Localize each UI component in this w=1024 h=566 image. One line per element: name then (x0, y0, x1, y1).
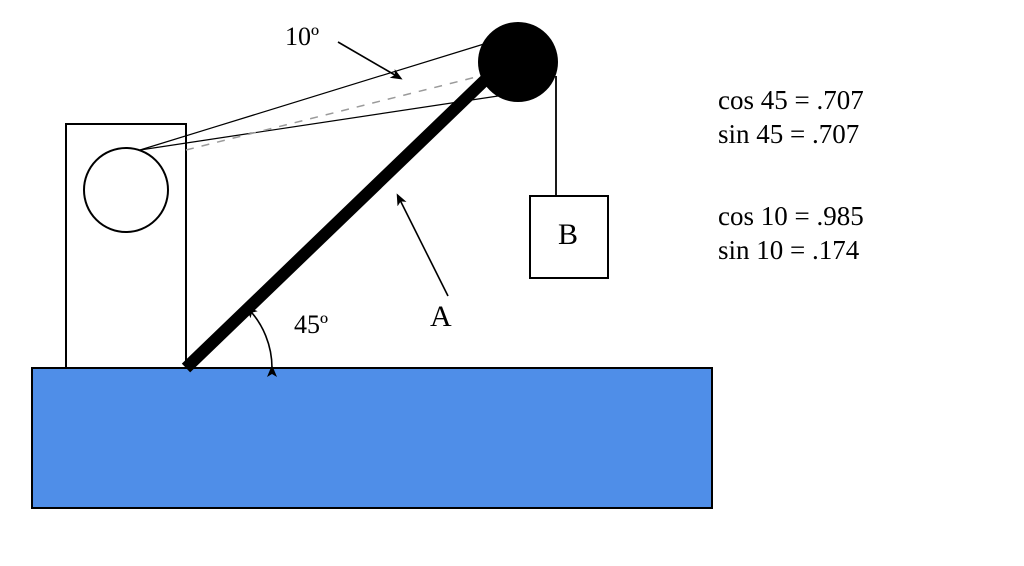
label-10deg: 10º (285, 22, 319, 52)
label-B: B (558, 218, 578, 252)
arrow-to-boom (398, 196, 448, 296)
pulley (478, 22, 558, 102)
platform (32, 368, 712, 508)
diagram-canvas (0, 0, 1024, 566)
trig-values-45: cos 45 = .707sin 45 = .707 (718, 84, 864, 152)
winch-drum (84, 148, 168, 232)
boom-arm (186, 56, 510, 368)
label-A: A (430, 300, 452, 334)
trig-values-10: cos 10 = .985sin 10 = .174 (718, 200, 864, 268)
angle-45-arc (248, 308, 272, 368)
arrow-to-cable-angle (338, 42, 400, 78)
label-45deg: 45º (294, 310, 328, 340)
